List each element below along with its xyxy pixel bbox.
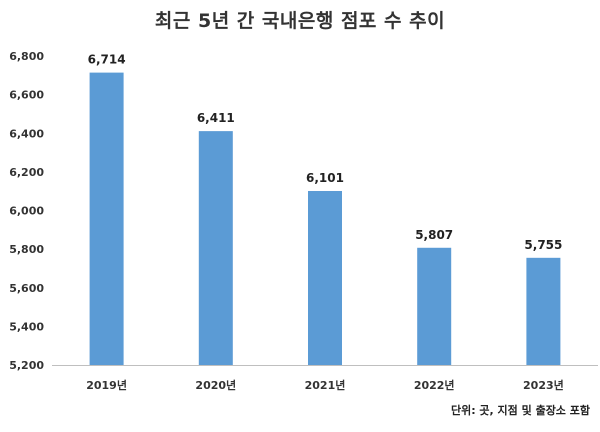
y-tick-label: 6,200 bbox=[9, 166, 44, 179]
data-label: 6,101 bbox=[306, 171, 344, 185]
x-axis: 2019년 2020년 2021년 2022년 2023년 bbox=[86, 378, 564, 392]
y-tick-label: 6,400 bbox=[9, 127, 44, 140]
data-labels: 6,714 6,411 6,101 5,807 5,755 bbox=[88, 53, 563, 252]
y-tick-label: 5,800 bbox=[9, 243, 44, 256]
y-tick-label: 6,000 bbox=[9, 205, 44, 218]
bar bbox=[417, 247, 452, 365]
bars bbox=[89, 72, 561, 365]
y-tick-label: 6,600 bbox=[9, 89, 44, 102]
bar bbox=[308, 190, 342, 365]
x-tick-label: 2019년 bbox=[86, 378, 127, 392]
unit-note: 단위: 곳, 지점 및 출장소 포함 bbox=[450, 404, 590, 417]
y-axis: 5,200 5,400 5,600 5,800 6,000 6,200 6,400 6,600… bbox=[9, 50, 44, 372]
data-label: 6,714 bbox=[88, 53, 126, 67]
x-tick-label: 2022년 bbox=[414, 378, 455, 392]
data-label: 6,411 bbox=[197, 111, 235, 125]
bar bbox=[89, 72, 124, 365]
chart-title: 최근 5년 간 국내은행 점포 수 추이 bbox=[154, 10, 446, 32]
bar bbox=[526, 257, 561, 365]
y-tick-label: 5,600 bbox=[9, 282, 44, 295]
x-tick-label: 2021년 bbox=[305, 378, 346, 392]
data-label: 5,755 bbox=[524, 238, 562, 252]
y-tick-label: 6,800 bbox=[9, 50, 44, 63]
bar bbox=[198, 131, 233, 365]
y-tick-label: 5,200 bbox=[9, 359, 44, 372]
y-tick-label: 5,400 bbox=[9, 320, 44, 333]
data-label: 5,807 bbox=[415, 228, 453, 242]
x-tick-label: 2020년 bbox=[195, 378, 236, 392]
x-tick-label: 2023년 bbox=[523, 378, 564, 392]
